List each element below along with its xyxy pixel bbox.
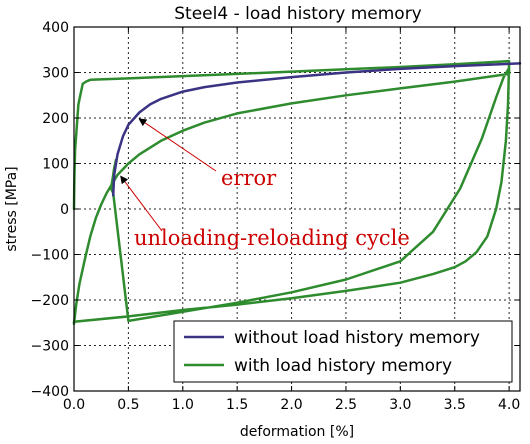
series-layer — [72, 59, 522, 325]
y-tick-label: 100 — [42, 157, 69, 173]
x-tick-label: 4.0 — [498, 397, 520, 413]
series-line-0 — [111, 62, 522, 197]
series-line-1 — [72, 59, 511, 325]
x-tick-label: 3.0 — [389, 397, 411, 413]
annotation-layer: error unloading-reloading cycle — [120, 118, 410, 250]
y-tick-label: −100 — [31, 248, 69, 264]
x-tick-label: 2.0 — [280, 397, 302, 413]
legend-box — [173, 320, 513, 383]
ticks — [73, 26, 520, 392]
legend: without load history memory with load his… — [173, 320, 513, 383]
y-tick-label: 300 — [42, 66, 69, 82]
x-tick-label: 3.5 — [444, 397, 466, 413]
legend-label: without load history memory — [234, 328, 480, 348]
y-tick-label: −200 — [31, 293, 69, 309]
legend-label: with load history memory — [234, 356, 452, 376]
y-tick-label: −400 — [31, 384, 69, 400]
x-tick-label: 1.0 — [172, 397, 194, 413]
x-tick-label: 1.5 — [226, 397, 248, 413]
x-axis-title: deformation [%] — [240, 424, 354, 440]
y-tick-label: −300 — [31, 339, 69, 355]
y-tick-label: 0 — [60, 202, 69, 218]
y-axis-title: stress [MPa] — [4, 166, 20, 251]
x-tick-label: 0.0 — [63, 397, 85, 413]
x-tick-label: 0.5 — [117, 397, 139, 413]
y-tick-label: 200 — [42, 111, 69, 127]
annotation-arrow — [138, 118, 217, 172]
x-tick-labels: 0.0 0.5 1.0 1.5 2.0 2.5 3.0 3.5 4.0 — [63, 397, 520, 413]
y-tick-label: 400 — [42, 20, 69, 36]
x-tick-label: 2.5 — [335, 397, 357, 413]
annotation-text: error — [221, 166, 277, 190]
y-tick-labels: −400 −300 −200 −100 0 100 200 300 400 — [31, 20, 69, 400]
chart-title: Steel4 - load history memory — [174, 4, 422, 24]
annotation-arrow — [120, 175, 163, 232]
annotation-text: unloading-reloading cycle — [134, 226, 410, 250]
